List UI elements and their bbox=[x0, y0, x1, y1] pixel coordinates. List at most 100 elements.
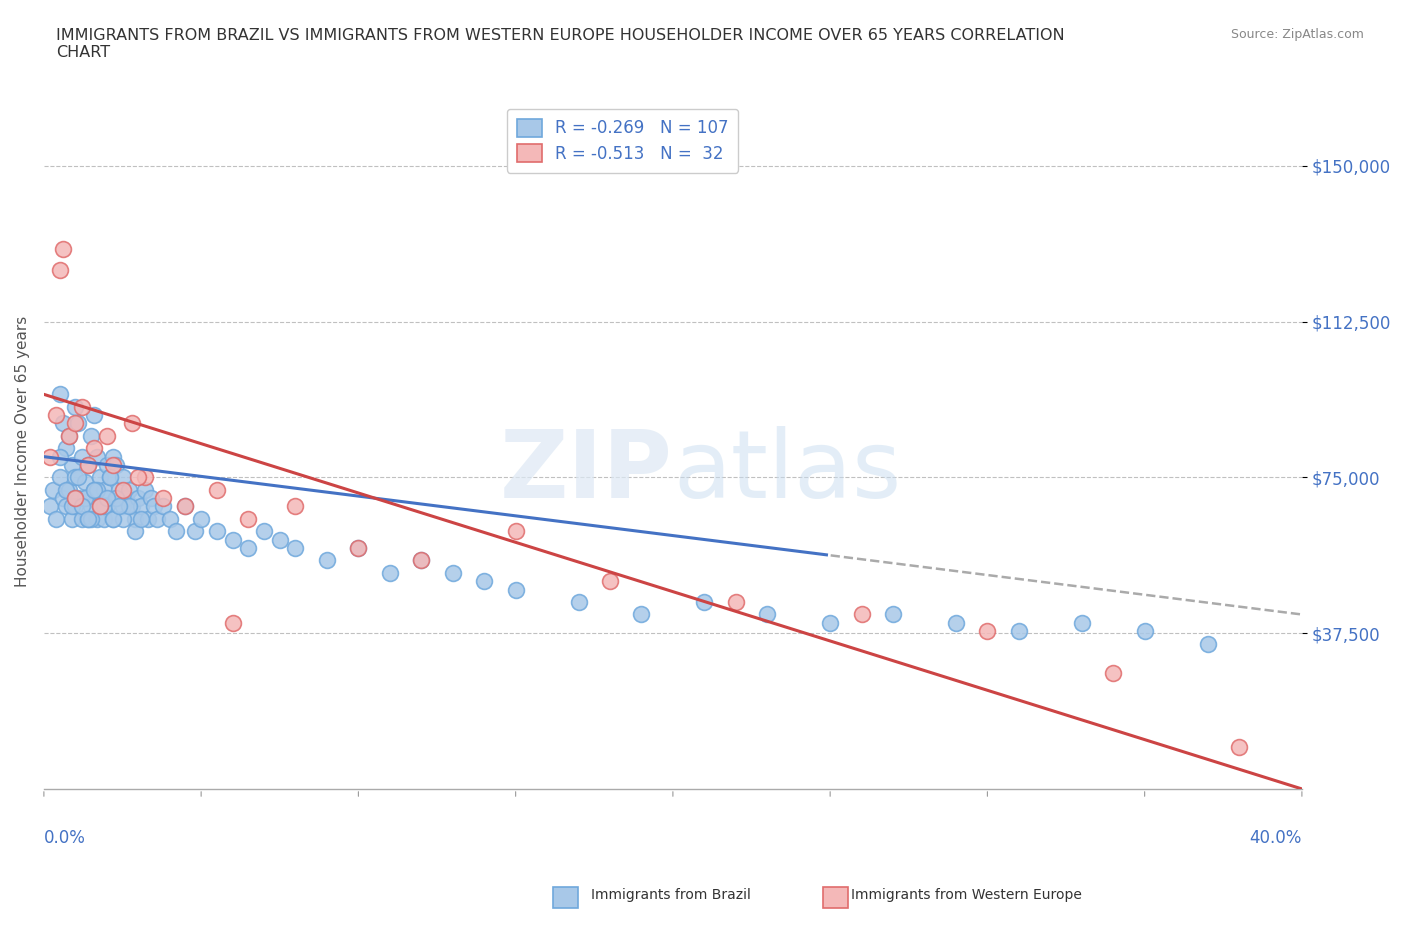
Point bbox=[165, 524, 187, 538]
Point bbox=[238, 540, 260, 555]
Point bbox=[93, 512, 115, 526]
Point bbox=[152, 491, 174, 506]
Point bbox=[316, 553, 339, 568]
Point bbox=[70, 512, 93, 526]
Point bbox=[101, 512, 124, 526]
Point bbox=[124, 524, 146, 538]
Point bbox=[52, 242, 75, 257]
Point bbox=[121, 416, 143, 431]
Point bbox=[93, 483, 115, 498]
Point bbox=[96, 491, 118, 506]
Point bbox=[441, 565, 464, 580]
Point bbox=[77, 458, 100, 472]
Point bbox=[45, 512, 67, 526]
Point bbox=[136, 512, 159, 526]
Point bbox=[93, 499, 115, 514]
Point bbox=[134, 483, 156, 498]
Point bbox=[238, 512, 260, 526]
Point bbox=[174, 499, 197, 514]
Point bbox=[98, 470, 121, 485]
Point bbox=[86, 483, 108, 498]
Point bbox=[114, 491, 136, 506]
Point bbox=[86, 512, 108, 526]
Point bbox=[48, 387, 70, 402]
Point bbox=[83, 483, 105, 498]
Point bbox=[73, 491, 96, 506]
Point bbox=[65, 499, 87, 514]
Point bbox=[80, 499, 103, 514]
Point bbox=[65, 399, 87, 414]
Point bbox=[284, 499, 307, 514]
Point bbox=[77, 512, 100, 526]
Point bbox=[221, 616, 243, 631]
Text: Immigrants from Western Europe: Immigrants from Western Europe bbox=[851, 887, 1081, 902]
Point bbox=[121, 499, 143, 514]
Point bbox=[118, 483, 141, 498]
Point bbox=[134, 470, 156, 485]
Point bbox=[48, 470, 70, 485]
Point bbox=[152, 499, 174, 514]
Point bbox=[118, 499, 141, 514]
Point bbox=[58, 429, 80, 444]
Point bbox=[55, 499, 77, 514]
Point bbox=[111, 470, 134, 485]
Point bbox=[174, 499, 197, 514]
Point bbox=[131, 499, 153, 514]
Point bbox=[60, 512, 83, 526]
Point bbox=[205, 524, 228, 538]
Point bbox=[221, 532, 243, 547]
Point bbox=[1102, 665, 1125, 680]
Point bbox=[693, 594, 716, 609]
Point bbox=[70, 449, 93, 464]
Text: atlas: atlas bbox=[673, 426, 901, 518]
Point bbox=[58, 483, 80, 498]
Point bbox=[52, 416, 75, 431]
Point bbox=[724, 594, 747, 609]
Point bbox=[70, 499, 93, 514]
Point bbox=[472, 574, 495, 589]
Point bbox=[131, 512, 153, 526]
Point bbox=[83, 441, 105, 456]
Point bbox=[101, 512, 124, 526]
Point bbox=[882, 607, 904, 622]
Point bbox=[52, 491, 75, 506]
Point bbox=[505, 582, 527, 597]
Point bbox=[67, 491, 90, 506]
Point bbox=[976, 624, 998, 639]
Point bbox=[42, 483, 65, 498]
Text: ZIP: ZIP bbox=[501, 426, 673, 518]
Point bbox=[111, 512, 134, 526]
Point bbox=[89, 499, 111, 514]
Point bbox=[105, 458, 128, 472]
Point bbox=[96, 499, 118, 514]
Point bbox=[1197, 636, 1219, 651]
Point bbox=[83, 483, 105, 498]
Point bbox=[567, 594, 589, 609]
Point bbox=[98, 470, 121, 485]
Point bbox=[55, 483, 77, 498]
Point bbox=[105, 491, 128, 506]
Point bbox=[347, 540, 370, 555]
Point bbox=[89, 470, 111, 485]
Point bbox=[945, 616, 967, 631]
Point bbox=[411, 553, 433, 568]
Point bbox=[146, 512, 169, 526]
Text: Immigrants from Brazil: Immigrants from Brazil bbox=[591, 887, 751, 902]
Point bbox=[60, 499, 83, 514]
Point bbox=[48, 449, 70, 464]
Point bbox=[599, 574, 621, 589]
Point bbox=[101, 449, 124, 464]
Point bbox=[89, 499, 111, 514]
Point bbox=[756, 607, 779, 622]
Point bbox=[347, 540, 370, 555]
Y-axis label: Householder Income Over 65 years: Householder Income Over 65 years bbox=[15, 316, 30, 587]
Point bbox=[80, 512, 103, 526]
Point bbox=[205, 483, 228, 498]
Point bbox=[89, 499, 111, 514]
Point bbox=[1133, 624, 1156, 639]
Point bbox=[39, 449, 62, 464]
Point bbox=[73, 474, 96, 489]
Text: 0.0%: 0.0% bbox=[44, 830, 86, 847]
Point bbox=[96, 458, 118, 472]
Text: 40.0%: 40.0% bbox=[1250, 830, 1302, 847]
